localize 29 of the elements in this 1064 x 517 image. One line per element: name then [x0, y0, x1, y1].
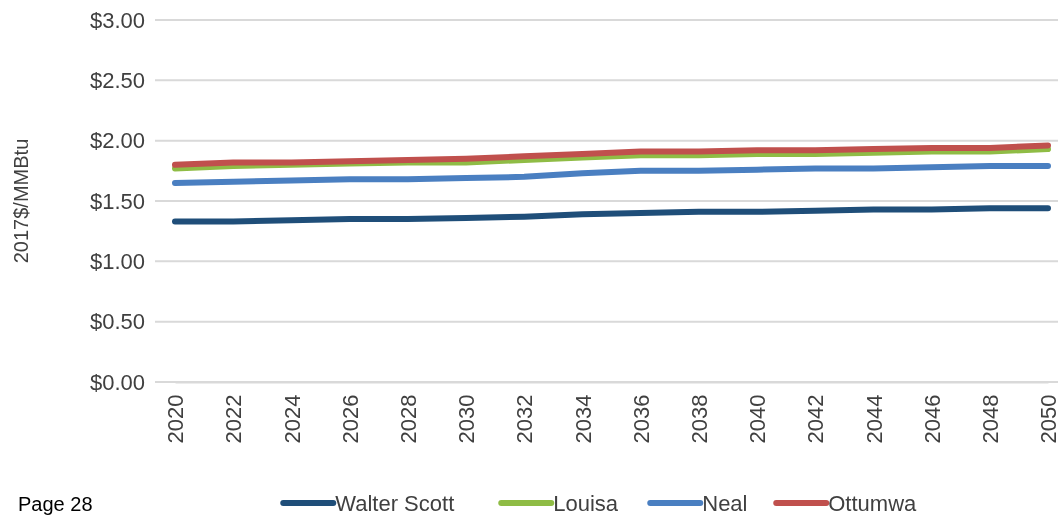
x-tick-label: 2050 [1036, 394, 1062, 444]
x-tick-label: 2036 [628, 394, 654, 444]
x-tick-label: 2038 [687, 394, 712, 444]
x-tick-label: 2044 [861, 394, 887, 444]
x-tick-label: 2034 [570, 394, 596, 444]
x-tick-label: 2030 [454, 394, 480, 444]
x-tick-label: 2026 [337, 394, 363, 444]
y-tick-label: $0.00 [89, 369, 145, 395]
y-tick-label: $2.00 [89, 128, 145, 154]
y-axis-title: 2017$/MMBtu [10, 138, 32, 264]
x-tick-label: 2040 [745, 394, 771, 444]
y-tick-label: $3.00 [89, 7, 145, 33]
y-tick-label: $0.50 [89, 309, 145, 335]
y-tick-label: $2.50 [89, 67, 145, 93]
x-tick-label: 2032 [512, 394, 538, 444]
x-tick-label: 2028 [396, 394, 421, 444]
x-tick-label: 2024 [279, 394, 305, 444]
y-tick-label: $1.00 [89, 248, 145, 274]
legend-label: Ottumwa [828, 491, 918, 516]
legend-label: Louisa [553, 491, 619, 516]
x-tick-label: 2046 [919, 394, 945, 444]
legend-label: Walter Scott [335, 491, 455, 516]
x-tick-label: 2042 [803, 394, 829, 444]
x-tick-label: 2020 [163, 394, 189, 444]
legend-label: Neal [702, 491, 748, 516]
x-tick-label: 2022 [221, 394, 247, 444]
x-tick-label: 2048 [978, 394, 1003, 444]
text: Page 28 [18, 493, 93, 515]
y-tick-label: $1.50 [89, 188, 145, 214]
